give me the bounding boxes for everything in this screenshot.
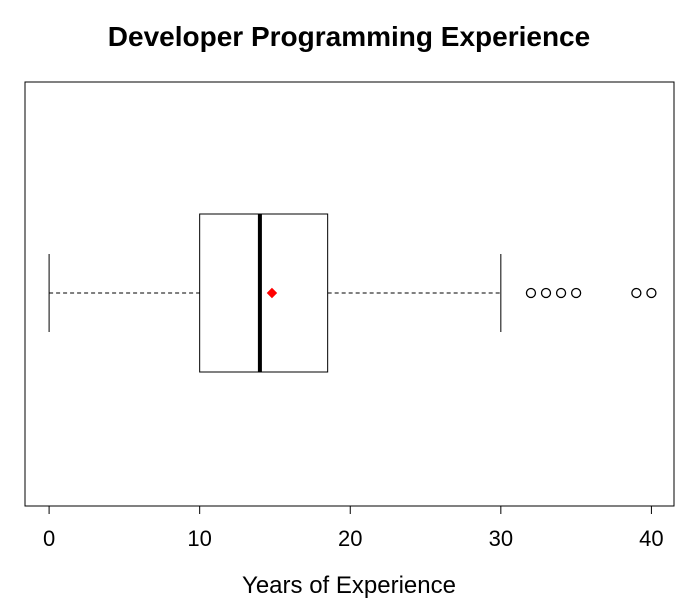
outlier-point bbox=[646, 287, 657, 299]
outlier-point bbox=[570, 287, 582, 299]
outlier-point bbox=[525, 287, 537, 299]
x-axis-label: Years of Experience bbox=[242, 572, 456, 599]
outlier-point bbox=[540, 287, 552, 299]
x-tick-label: 0 bbox=[43, 526, 55, 551]
outlier-point bbox=[555, 287, 567, 299]
plot-frame bbox=[24, 81, 675, 507]
x-tick-label: 30 bbox=[489, 526, 513, 551]
x-tick-label: 40 bbox=[639, 526, 663, 551]
outlier-point bbox=[631, 287, 642, 299]
x-tick-label: 10 bbox=[187, 526, 211, 551]
chart-title: Developer Programming Experience bbox=[108, 21, 590, 52]
x-tick-label: 20 bbox=[338, 526, 362, 551]
mean-marker bbox=[266, 287, 278, 299]
x-axis: 0 10 20 30 40 bbox=[43, 505, 664, 551]
plot-marks bbox=[48, 213, 657, 373]
iqr-box bbox=[199, 213, 329, 373]
